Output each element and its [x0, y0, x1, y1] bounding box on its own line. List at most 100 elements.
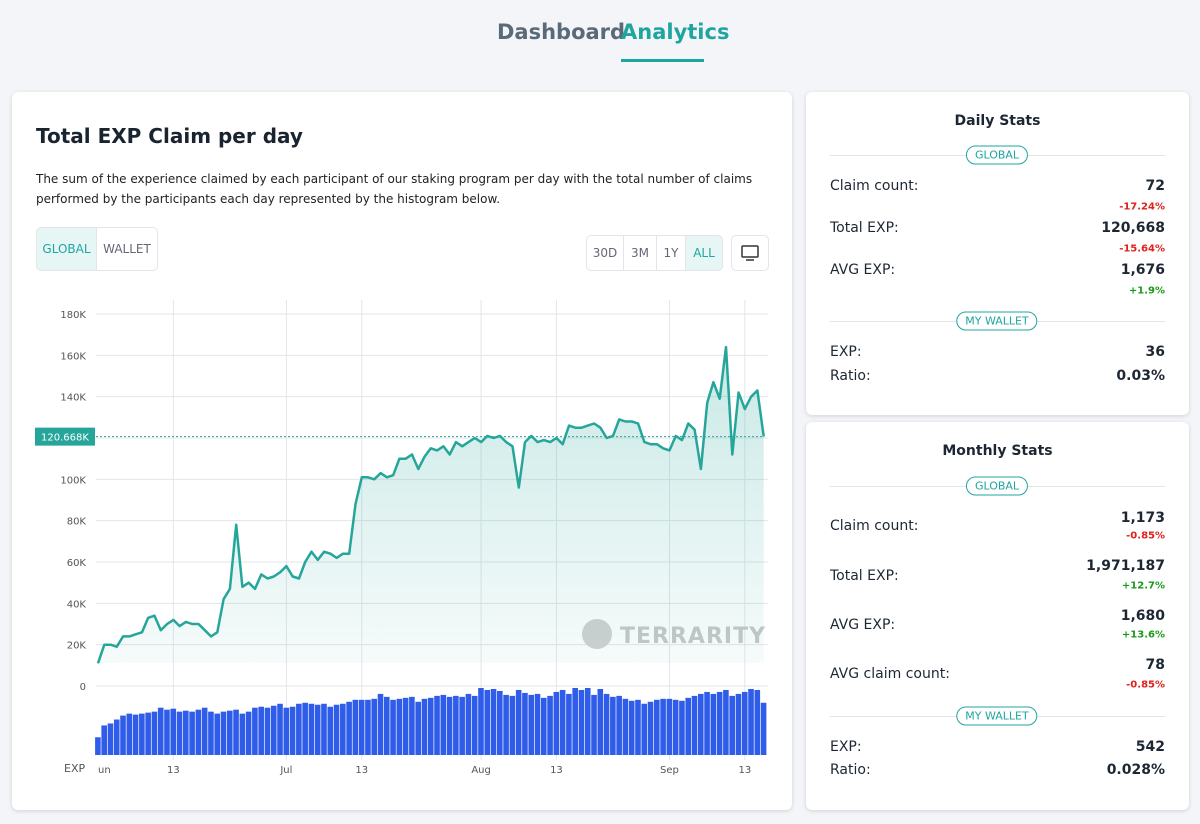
histogram-bar [497, 690, 503, 755]
histogram-bar [465, 693, 472, 755]
histogram-bar [704, 691, 710, 755]
stat-label: EXP: [830, 739, 862, 755]
histogram-bar [672, 699, 679, 755]
histogram-bar [654, 699, 660, 755]
histogram-bar [396, 698, 403, 755]
stat-value: 78 [1145, 657, 1165, 673]
x-tick-label: 13 [167, 765, 180, 776]
range-1y[interactable]: 1Y [656, 235, 686, 271]
histogram-bar [340, 703, 346, 755]
nav-underline [621, 59, 704, 62]
badge-global: GLOBAL [965, 476, 1029, 496]
histogram-bar [641, 703, 648, 755]
stat-value: 1,173 [1120, 510, 1165, 526]
stat-value: 36 [1145, 344, 1165, 360]
histogram-bar [754, 689, 761, 755]
card-description: The sum of the experience claimed by eac… [36, 172, 753, 206]
fullscreen-button[interactable] [731, 235, 769, 271]
y-tick-label: 20K [67, 641, 87, 652]
stats-title: Daily Stats [954, 113, 1041, 129]
histogram-bar [691, 695, 698, 755]
stat-label: Total EXP: [830, 568, 899, 584]
histogram-bar [478, 688, 484, 755]
histogram-bar [176, 711, 183, 755]
toggle-global[interactable]: GLOBAL [36, 227, 97, 271]
x-tick-label: Aug [471, 765, 491, 776]
histogram-bar [622, 698, 629, 755]
histogram-bar [352, 699, 359, 755]
y-tick-label: 160K [60, 351, 86, 362]
histogram-bar [365, 699, 371, 755]
histogram-bar [402, 697, 409, 755]
histogram-bar [371, 698, 378, 755]
range-30d[interactable]: 30D [586, 235, 624, 271]
histogram-bar [534, 693, 541, 755]
x-tick-label: Sep [660, 765, 679, 776]
stat-label: Ratio: [830, 368, 871, 384]
histogram-bar [208, 711, 214, 755]
histogram-bar [107, 723, 114, 755]
histogram-bar [126, 713, 133, 755]
histogram-bar [616, 695, 622, 755]
histogram-bar [151, 711, 158, 755]
histogram-bar [314, 704, 321, 755]
histogram-bar [308, 703, 315, 755]
histogram-bar [220, 711, 227, 755]
histogram-bar [446, 696, 453, 755]
histogram-bar [515, 689, 522, 755]
histogram-bar [610, 696, 616, 755]
x-tick-label: Jul [279, 765, 292, 776]
last-value-label: 120.668K [41, 433, 89, 444]
histogram-bar [729, 695, 735, 755]
stat-change: -0.85% [1126, 530, 1165, 542]
histogram-bar [101, 725, 107, 755]
card-title: Total EXP Claim per day [36, 124, 303, 148]
range-all[interactable]: ALL [685, 235, 723, 271]
badge-wallet: MY WALLET [956, 706, 1038, 726]
histogram-bar [628, 700, 635, 755]
badge-wallet: MY WALLET [956, 311, 1038, 331]
histogram-bar [333, 704, 340, 755]
histogram-bar [710, 693, 717, 755]
stat-label: AVG EXP: [830, 617, 896, 633]
stat-value: 0.028% [1106, 762, 1165, 778]
stat-change: +13.6% [1121, 629, 1165, 641]
histogram-bar [346, 701, 352, 755]
histogram-bar [760, 702, 767, 755]
stat-label: EXP: [830, 344, 862, 360]
toggle-wallet[interactable]: WALLET [96, 227, 158, 271]
stat-label: Claim count: [830, 178, 919, 194]
histogram-bar [139, 713, 145, 755]
histogram-bar [270, 705, 277, 755]
histogram-bar [434, 695, 440, 755]
stat-value: 542 [1135, 739, 1165, 755]
nav-analytics[interactable]: Analytics [621, 20, 730, 44]
stat-label: AVG EXP: [830, 262, 896, 278]
histogram-bar [509, 695, 516, 755]
histogram-bar [277, 703, 283, 755]
stats-title: Monthly Stats [942, 443, 1053, 459]
histogram-bar [170, 708, 177, 755]
histogram-bar [113, 719, 120, 755]
histogram-bar [503, 694, 509, 755]
histogram-bar [226, 710, 233, 755]
histogram-bar [553, 691, 560, 755]
histogram-bar [258, 706, 264, 755]
histogram-bar [578, 689, 585, 755]
histogram-bar [741, 691, 748, 755]
histogram-bar [289, 706, 296, 755]
stat-value: 1,676 [1120, 262, 1165, 278]
nav-dashboard[interactable]: Dashboard [497, 20, 626, 44]
histogram-bar [440, 694, 447, 755]
histogram-bar [547, 695, 553, 755]
histogram-bar [566, 693, 572, 755]
histogram-bar [201, 707, 208, 755]
histogram-bar [559, 689, 566, 755]
histogram-bar [685, 697, 692, 755]
histogram-bar [245, 711, 252, 755]
histogram-bar [415, 701, 421, 755]
histogram-bar [239, 713, 246, 755]
badge-global: GLOBAL [965, 145, 1029, 165]
range-3m[interactable]: 3M [623, 235, 657, 271]
